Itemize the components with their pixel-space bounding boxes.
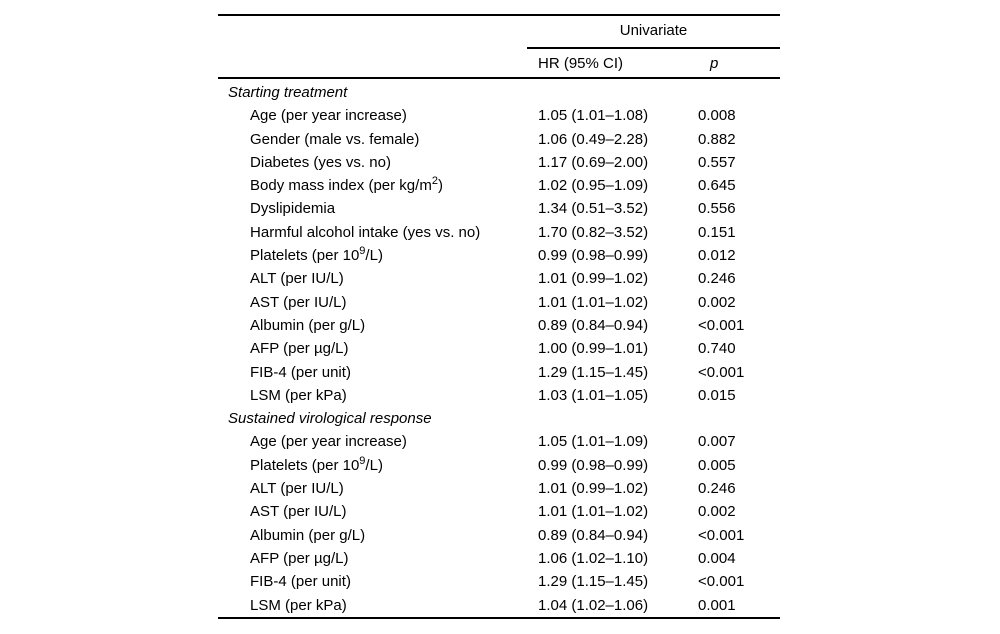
row-label: Body mass index (per kg/m2) <box>250 175 443 195</box>
table-row: Albumin (per g/L) 0.89 (0.84–0.94) <0.001 <box>218 314 780 337</box>
hr-value: 1.01 (1.01–1.02) <box>538 503 649 521</box>
p-value: 0.012 <box>698 247 736 265</box>
p-value: 0.007 <box>698 433 736 451</box>
table-row: ALT (per IU/L) 1.01 (0.99–1.02) 0.246 <box>218 477 780 500</box>
p-value: <0.001 <box>698 573 745 591</box>
hr-value: 1.06 (1.02–1.10) <box>538 549 649 567</box>
row-label: LSM (per kPa) <box>250 596 347 614</box>
p-value: <0.001 <box>698 363 745 381</box>
row-label: Age (per year increase) <box>250 107 407 125</box>
hr-value: 0.89 (0.84–0.94) <box>538 526 649 544</box>
table-row: Age (per year increase) 1.05 (1.01–1.09) 0… <box>218 430 780 453</box>
hr-value: 1.17 (0.69–2.00) <box>538 153 649 171</box>
table-row: FIB-4 (per unit) 1.29 (1.15–1.45) <0.001 <box>218 361 780 384</box>
table-row: AST (per IU/L) 1.01 (1.01–1.02) 0.002 <box>218 291 780 314</box>
table-row: Diabetes (yes vs. no) 1.17 (0.69–2.00) 0.5… <box>218 151 780 174</box>
p-value: <0.001 <box>698 316 745 334</box>
p-value: 0.882 <box>698 130 736 148</box>
p-value: 0.002 <box>698 293 736 311</box>
row-label: AST (per IU/L) <box>250 293 347 311</box>
p-value: <0.001 <box>698 526 745 544</box>
row-label: Harmful alcohol intake (yes vs. no) <box>250 223 481 241</box>
p-value: 0.005 <box>698 456 736 474</box>
p-value: 0.004 <box>698 549 736 567</box>
row-label: Platelets (per 109/L) <box>250 454 383 474</box>
hr-value: 1.70 (0.82–3.52) <box>538 223 649 241</box>
table-row: AFP (per µg/L) 1.00 (0.99–1.01) 0.740 <box>218 337 780 360</box>
table-row: AFP (per µg/L) 1.06 (1.02–1.10) 0.004 <box>218 547 780 570</box>
row-label: Dyslipidemia <box>250 200 336 218</box>
table-body: Starting treatment Age (per year increase… <box>218 79 780 617</box>
hr-value: 1.03 (1.01–1.05) <box>538 386 649 404</box>
hr-value: 0.99 (0.98–0.99) <box>538 456 649 474</box>
table-row: ALT (per IU/L) 1.01 (0.99–1.02) 0.246 <box>218 267 780 290</box>
p-value: 0.740 <box>698 340 736 358</box>
row-label: FIB-4 (per unit) <box>250 363 351 381</box>
table-row: Age (per year increase) 1.05 (1.01–1.08) 0… <box>218 104 780 127</box>
row-label: ALT (per IU/L) <box>250 270 344 288</box>
hr-value: 1.06 (0.49–2.28) <box>538 130 649 148</box>
row-label: Age (per year increase) <box>250 433 407 451</box>
hr-value: 1.01 (0.99–1.02) <box>538 270 649 288</box>
p-column-header: p <box>710 54 719 72</box>
hr-value: 1.34 (0.51–3.52) <box>538 200 649 218</box>
hr-value: 1.29 (1.15–1.45) <box>538 363 649 381</box>
row-label: AST (per IU/L) <box>250 503 347 521</box>
row-label: Albumin (per g/L) <box>250 526 366 544</box>
group-header-label: Univariate <box>619 22 688 39</box>
hr-value: 0.99 (0.98–0.99) <box>538 247 649 265</box>
row-label: Gender (male vs. female) <box>250 130 420 148</box>
table-row: Body mass index (per kg/m2) 1.02 (0.95–1.… <box>218 174 780 197</box>
table-top-rule <box>218 14 780 16</box>
table-row: AST (per IU/L) 1.01 (1.01–1.02) 0.002 <box>218 500 780 523</box>
hr-column-header: HR (95% CI) <box>538 54 624 72</box>
table-row: FIB-4 (per unit) 1.29 (1.15–1.45) <0.001 <box>218 570 780 593</box>
table-row: Harmful alcohol intake (yes vs. no) 1.70 … <box>218 221 780 244</box>
p-value: 0.557 <box>698 153 736 171</box>
table-bottom-rule <box>218 616 780 619</box>
p-value: 0.151 <box>698 223 736 241</box>
hr-value: 1.02 (0.95–1.09) <box>538 177 649 195</box>
hr-value: 1.01 (1.01–1.02) <box>538 293 649 311</box>
table-row: Gender (male vs. female) 1.06 (0.49–2.28)… <box>218 128 780 151</box>
table-row: Platelets (per 109/L) 0.99 (0.98–0.99) 0.0… <box>218 454 780 477</box>
p-value: 0.246 <box>698 270 736 288</box>
row-label: Albumin (per g/L) <box>250 316 366 334</box>
hr-value: 1.29 (1.15–1.45) <box>538 573 649 591</box>
section-title: Sustained virological response <box>228 410 432 428</box>
group-header-row: Univariate <box>218 16 780 49</box>
column-header-row: HR (95% CI) p <box>218 49 780 79</box>
hr-value: 1.05 (1.01–1.09) <box>538 433 649 451</box>
hr-value: 1.00 (0.99–1.01) <box>538 340 649 358</box>
table-row: Albumin (per g/L) 0.89 (0.84–0.94) <0.001 <box>218 524 780 547</box>
p-value: 0.556 <box>698 200 736 218</box>
hr-value: 1.01 (0.99–1.02) <box>538 480 649 498</box>
table-row: LSM (per kPa) 1.04 (1.02–1.06) 0.001 <box>218 594 780 617</box>
section-title: Starting treatment <box>228 84 348 101</box>
row-label: ALT (per IU/L) <box>250 480 344 498</box>
hr-value: 1.05 (1.01–1.08) <box>538 107 649 125</box>
p-value: 0.008 <box>698 107 736 125</box>
group-header-span: Univariate <box>527 16 780 49</box>
row-label: LSM (per kPa) <box>250 386 347 404</box>
p-value: 0.002 <box>698 503 736 521</box>
table-row: Dyslipidemia 1.34 (0.51–3.52) 0.556 <box>218 197 780 220</box>
row-label: FIB-4 (per unit) <box>250 573 351 591</box>
hr-value: 0.89 (0.84–0.94) <box>538 316 649 334</box>
table-row: Platelets (per 109/L) 0.99 (0.98–0.99) 0.0… <box>218 244 780 267</box>
p-value: 0.015 <box>698 386 736 404</box>
p-value: 0.645 <box>698 177 736 195</box>
row-label: AFP (per µg/L) <box>250 340 349 358</box>
univariate-analysis-table: Univariate HR (95% CI) p Starting treatm… <box>218 14 780 619</box>
row-label: Diabetes (yes vs. no) <box>250 153 391 171</box>
table-row: LSM (per kPa) 1.03 (1.01–1.05) 0.015 <box>218 384 780 407</box>
row-label: AFP (per µg/L) <box>250 549 349 567</box>
row-label: Platelets (per 109/L) <box>250 245 383 265</box>
hr-value: 1.04 (1.02–1.06) <box>538 596 649 614</box>
p-value: 0.001 <box>698 596 736 614</box>
p-value: 0.246 <box>698 480 736 498</box>
